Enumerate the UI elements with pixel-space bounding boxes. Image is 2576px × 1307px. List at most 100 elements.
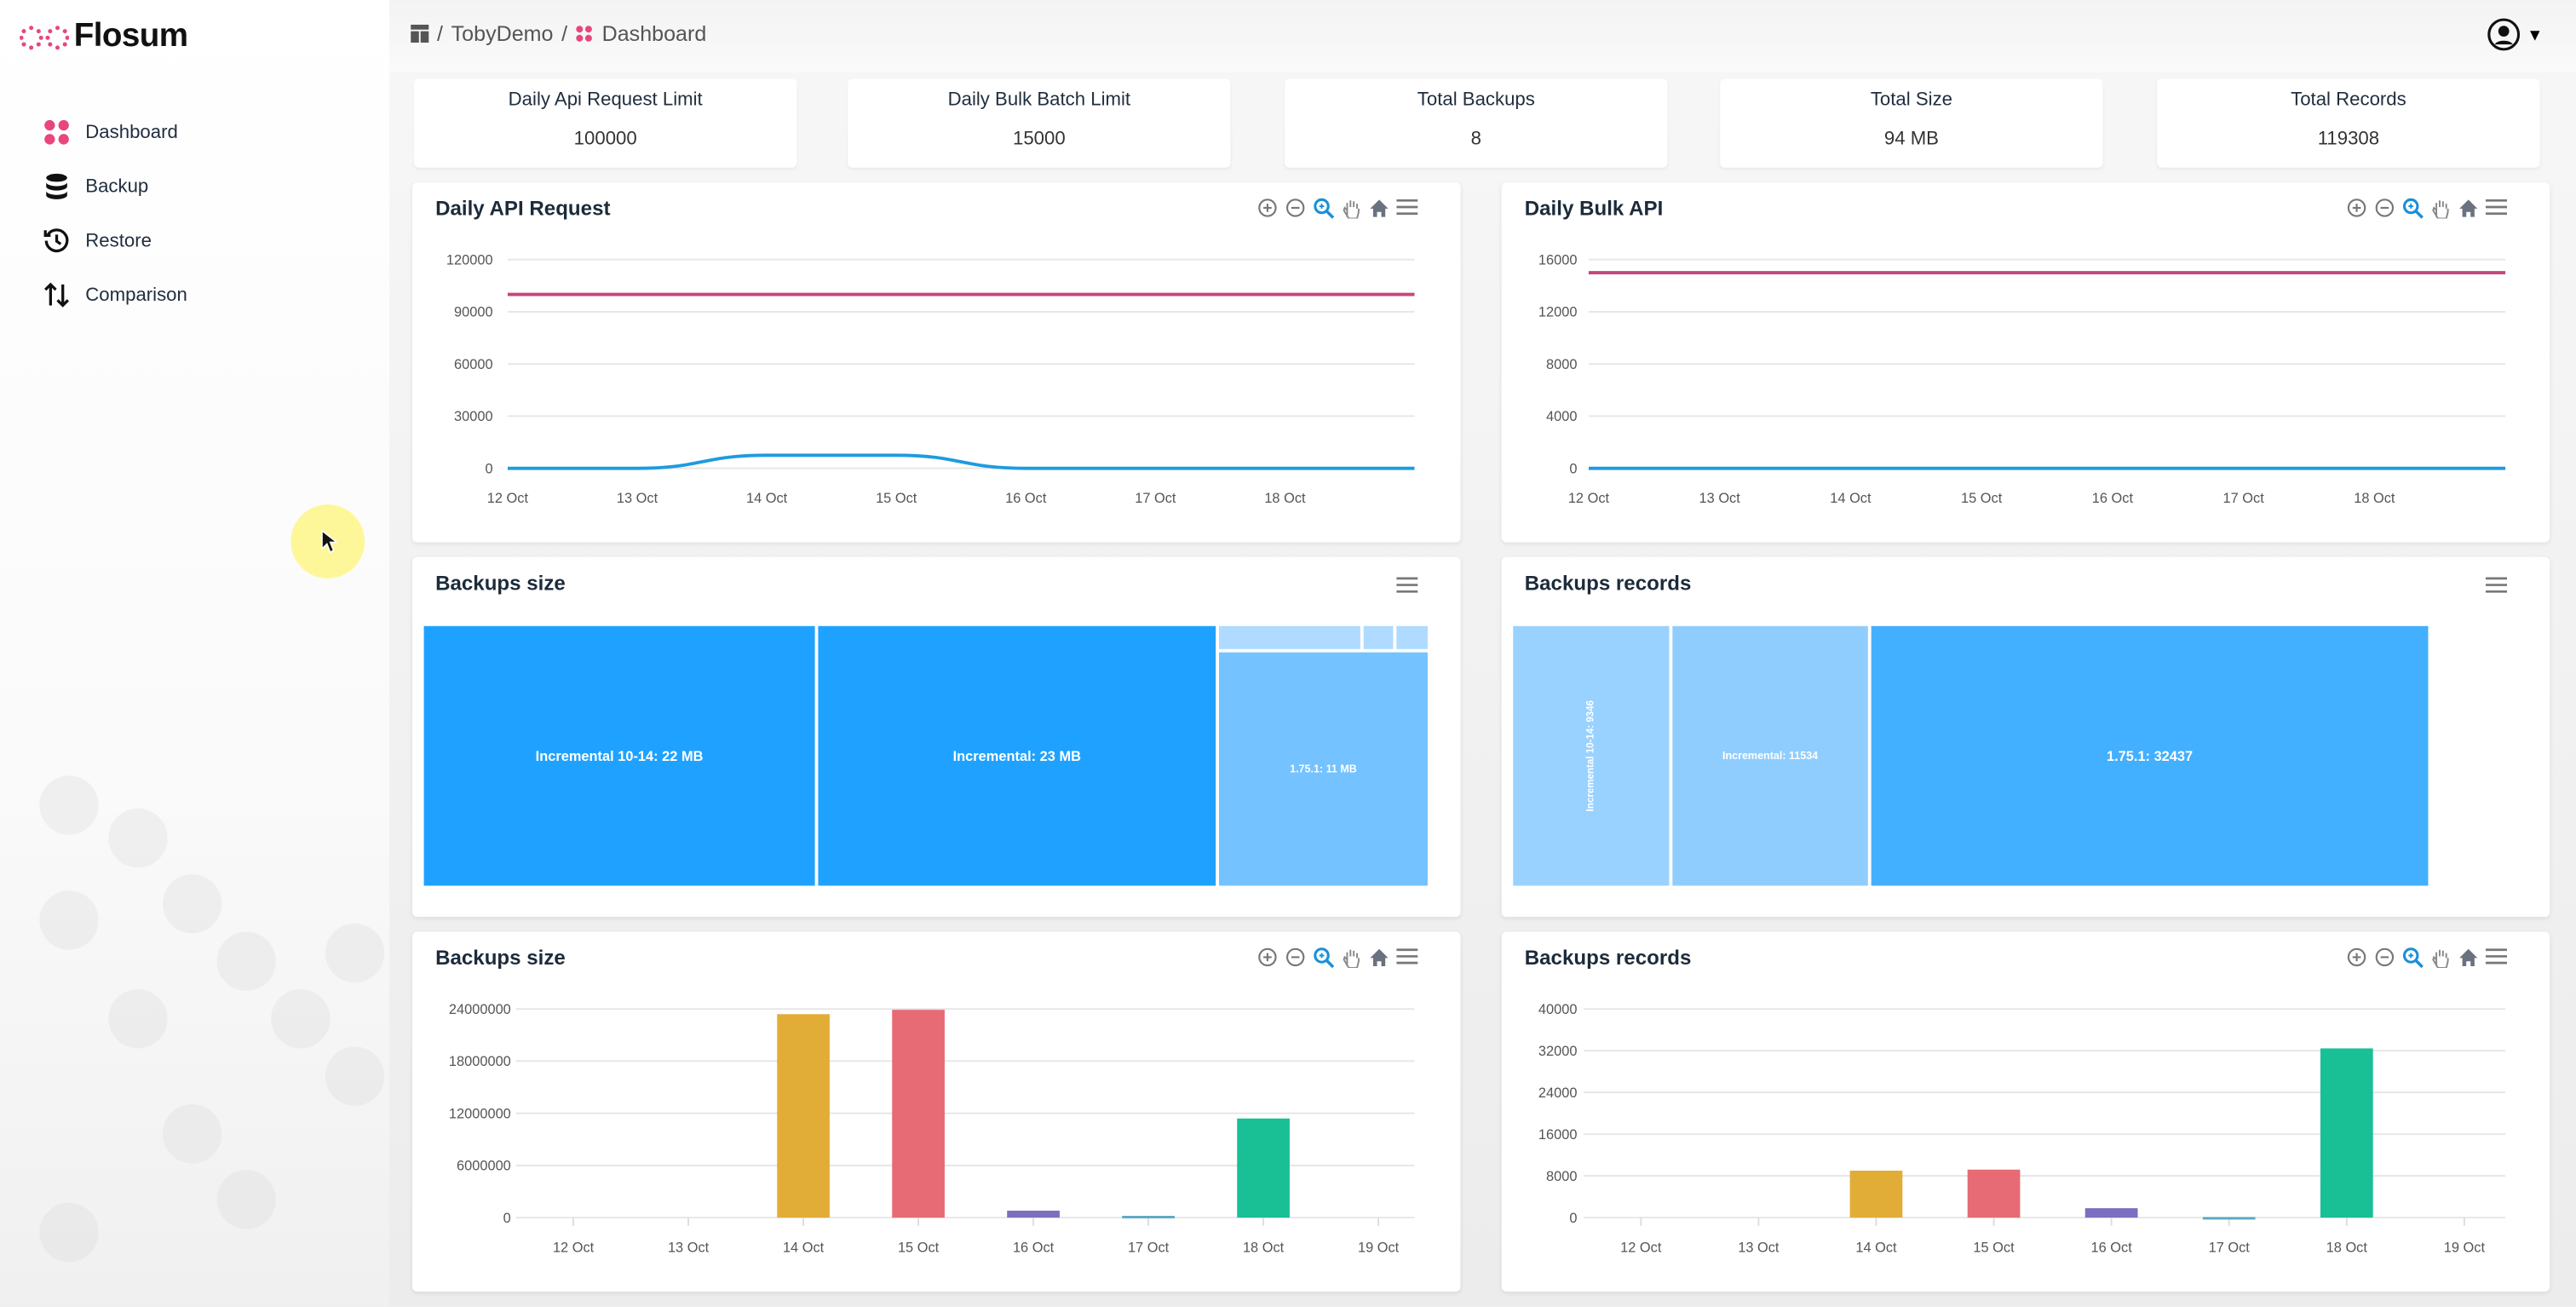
x-tick-label: 12 Oct bbox=[1620, 1241, 1662, 1256]
x-tick-label: 15 Oct bbox=[876, 491, 917, 506]
selection-zoom-button[interactable] bbox=[2402, 947, 2424, 968]
chart-toolbar bbox=[1256, 197, 1418, 219]
chart-title: Backups records bbox=[1524, 946, 1692, 970]
sidebar-item-backup[interactable]: Backup bbox=[43, 159, 187, 214]
reset-home-button[interactable] bbox=[2458, 197, 2479, 218]
menu-button[interactable] bbox=[2485, 197, 2508, 218]
x-tick-label: 17 Oct bbox=[1135, 491, 1176, 506]
x-tick-label: 19 Oct bbox=[2444, 1241, 2486, 1256]
x-tick-label: 14 Oct bbox=[783, 1241, 825, 1256]
zoom-in-button[interactable] bbox=[1256, 197, 1278, 218]
sidebar-item-restore[interactable]: Restore bbox=[43, 214, 187, 268]
chart-svg: 0 30000 60000 90000 120000 12 Oct 13 Oct 14 Oct… bbox=[446, 253, 1415, 506]
reset-home-button[interactable] bbox=[2458, 947, 2479, 968]
menu-button[interactable] bbox=[1396, 947, 1418, 968]
treemap-cell[interactable]: Incremental: 11534 bbox=[1672, 625, 1868, 886]
user-menu[interactable]: ▾ bbox=[2487, 18, 2540, 51]
selection-zoom-button[interactable] bbox=[2402, 197, 2424, 219]
x-tick-label: 15 Oct bbox=[1973, 1241, 2015, 1256]
chart-menu-button[interactable] bbox=[1396, 575, 1418, 593]
kpi-title: Total Records bbox=[2291, 90, 2406, 111]
pan-button[interactable] bbox=[2429, 947, 2451, 968]
zoom-out-button[interactable] bbox=[1285, 947, 1306, 968]
y-tick-label: 0 bbox=[1569, 461, 1577, 476]
menu-icon bbox=[1396, 577, 1418, 593]
bar bbox=[2320, 1048, 2373, 1218]
treemap-cell[interactable]: Incremental 10-14: 22 MB bbox=[423, 625, 815, 886]
menu-button[interactable] bbox=[2485, 947, 2508, 968]
bar bbox=[777, 1014, 830, 1218]
selection-zoom-button[interactable] bbox=[1313, 197, 1335, 219]
bar bbox=[2084, 1208, 2138, 1218]
treemap-cell[interactable]: 1.75.1: 32437 bbox=[1871, 625, 2429, 886]
sidebar-item-label: Backup bbox=[85, 176, 149, 197]
history-icon bbox=[43, 228, 69, 253]
treemap-cell[interactable]: 1.75.1: 11 MB bbox=[1219, 652, 1428, 886]
chart-menu-button[interactable] bbox=[2485, 575, 2508, 593]
table-icon[interactable] bbox=[411, 24, 429, 43]
pan-button[interactable] bbox=[1341, 947, 1362, 968]
treemap-cell[interactable] bbox=[1363, 625, 1394, 649]
pan-icon bbox=[1343, 949, 1360, 968]
x-tick-label: 14 Oct bbox=[1830, 491, 1872, 506]
treemap-cell[interactable] bbox=[1219, 625, 1360, 649]
logo-text: Flosum bbox=[73, 18, 188, 55]
chart-title: Backups size bbox=[435, 572, 566, 596]
treemap-cell[interactable] bbox=[1396, 625, 1428, 649]
zoom-out-button[interactable] bbox=[1285, 197, 1306, 218]
header: / TobyDemo / Dashboard ▾ bbox=[389, 0, 2576, 72]
zoom-in-button[interactable] bbox=[2346, 197, 2367, 218]
pan-button[interactable] bbox=[1341, 197, 1362, 219]
reset-home-icon bbox=[1370, 948, 1389, 967]
y-tick-label: 16000 bbox=[1538, 253, 1578, 268]
kpi-card: Daily Api Request Limit 100000 bbox=[414, 78, 797, 168]
x-tick-label: 15 Oct bbox=[1961, 491, 2003, 506]
reset-home-icon bbox=[1370, 199, 1389, 217]
y-tick-label: 8000 bbox=[1546, 1169, 1577, 1184]
x-tick-label: 16 Oct bbox=[1013, 1241, 1055, 1256]
zoom-out-icon bbox=[1285, 947, 1305, 967]
x-tick-label: 13 Oct bbox=[1738, 1241, 1780, 1256]
breadcrumb-org[interactable]: TobyDemo bbox=[451, 21, 554, 47]
chart-toolbar bbox=[1256, 947, 1418, 968]
y-tick-label: 24000 bbox=[1538, 1085, 1578, 1101]
kpi-card: Daily Bulk Batch Limit 15000 bbox=[848, 78, 1231, 168]
sidebar: Flosum Dashboard Backup Restore Comparis… bbox=[0, 0, 390, 1307]
y-tick-label: 120000 bbox=[446, 253, 493, 268]
sidebar-item-dashboard[interactable]: Dashboard bbox=[43, 105, 187, 159]
y-tick-label: 90000 bbox=[454, 305, 493, 320]
kpi-value: 15000 bbox=[1012, 130, 1066, 150]
chart-svg: 0 6000000 12000000 18000000 24000000 12 Oct 13… bbox=[449, 1002, 1415, 1256]
x-tick-label: 18 Oct bbox=[2326, 1241, 2368, 1256]
selection-zoom-button[interactable] bbox=[1313, 947, 1335, 968]
kpi-value: 119308 bbox=[2317, 130, 2380, 150]
size-treemap-card: Backups size Incremental 10-14: 22 MB Incr… bbox=[412, 556, 1461, 918]
pan-icon bbox=[2432, 949, 2449, 968]
reset-home-icon bbox=[2459, 199, 2478, 217]
chart-title: Backups records bbox=[1524, 572, 1692, 596]
zoom-out-button[interactable] bbox=[2374, 947, 2395, 968]
pan-button[interactable] bbox=[2429, 197, 2451, 219]
y-tick-label: 12000 bbox=[1538, 305, 1578, 320]
chart-svg: 0 4000 8000 12000 16000 12 Oct 13 Oct 14 Oct 15 … bbox=[1538, 253, 2506, 506]
zoom-in-button[interactable] bbox=[2346, 947, 2367, 968]
kpi-card: Total Records 119308 bbox=[2157, 78, 2540, 168]
x-tick-label: 12 Oct bbox=[553, 1241, 595, 1256]
reset-home-button[interactable] bbox=[1369, 947, 1390, 968]
menu-button[interactable] bbox=[1396, 197, 1418, 218]
series-line-1 bbox=[507, 453, 1415, 470]
y-tick-label: 32000 bbox=[1538, 1044, 1578, 1059]
treemap-cell[interactable]: Incremental 10-14: 9346 bbox=[1513, 625, 1670, 886]
bar bbox=[1237, 1118, 1290, 1218]
treemap-label: Incremental 10-14: 22 MB bbox=[535, 747, 704, 764]
selection-zoom-icon bbox=[1314, 198, 1335, 219]
logo[interactable]: Flosum bbox=[20, 18, 188, 55]
reset-home-button[interactable] bbox=[1369, 197, 1390, 218]
kpi-value: 94 MB bbox=[1883, 130, 1939, 150]
y-tick-label: 12000000 bbox=[449, 1106, 511, 1121]
treemap-cell[interactable]: Incremental: 23 MB bbox=[818, 625, 1216, 886]
sidebar-item-comparison[interactable]: Comparison bbox=[43, 268, 187, 322]
zoom-out-button[interactable] bbox=[2374, 197, 2395, 218]
kpi-value: 100000 bbox=[573, 130, 637, 150]
zoom-in-button[interactable] bbox=[1256, 947, 1278, 968]
